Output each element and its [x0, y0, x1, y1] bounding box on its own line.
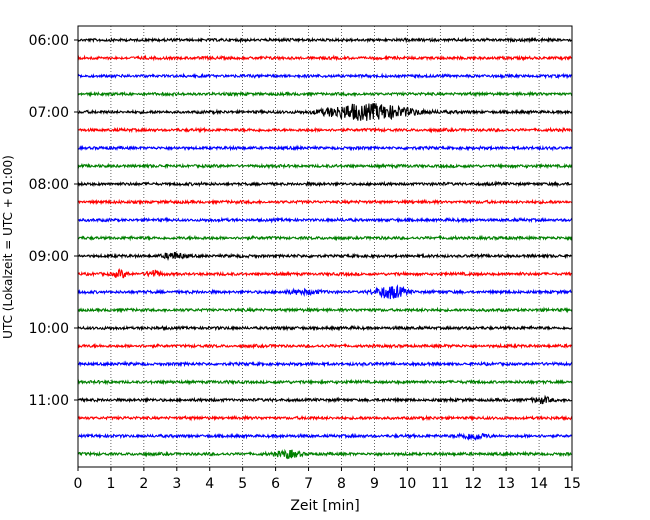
seismogram-trace [77, 180, 573, 188]
x-tick-label: 2 [139, 476, 148, 492]
x-tick-label: 13 [497, 476, 515, 492]
y-tick-label: 08:00 [29, 177, 69, 193]
x-tick-label: 4 [205, 476, 214, 492]
seismogram-trace [77, 198, 573, 206]
x-axis-label: Zeit [min] [290, 498, 359, 514]
y-tick-label: 09:00 [29, 249, 69, 265]
x-tick-label: 10 [398, 476, 416, 492]
seismogram-trace [77, 306, 573, 314]
x-tick-label: 3 [172, 476, 181, 492]
seismogram-trace [77, 394, 573, 405]
seismogram-trace [77, 216, 573, 224]
seismogram-trace [77, 54, 573, 62]
y-tick-label: 06:00 [29, 33, 69, 49]
seismogram-trace [77, 103, 573, 121]
seismogram-trace [77, 448, 573, 460]
seismogram-trace [77, 251, 573, 261]
x-tick-label: 7 [304, 476, 313, 492]
seismogram-trace [77, 267, 573, 279]
seismogram-trace [77, 144, 573, 152]
traces [77, 36, 573, 460]
seismogram-trace [77, 284, 573, 300]
seismogram-trace [77, 414, 573, 422]
seismogram-trace [77, 162, 573, 170]
x-tick-label: 9 [370, 476, 379, 492]
seismogram-trace [77, 126, 573, 134]
y-tick-label: 10:00 [29, 321, 69, 337]
x-tick-label: 11 [431, 476, 449, 492]
x-tick-label: 1 [106, 476, 115, 492]
x-tick-label: 14 [530, 476, 548, 492]
seismogram-trace [77, 234, 573, 242]
x-tick-label: 6 [271, 476, 280, 492]
seismogram-trace [77, 324, 573, 332]
x-tick-label: 8 [337, 476, 346, 492]
seismogram-trace [77, 36, 573, 44]
y-tick-label: 11:00 [29, 393, 69, 409]
seismogram-trace [77, 378, 573, 386]
seismogram-trace [77, 72, 573, 80]
x-tick-label: 0 [74, 476, 83, 492]
x-ticks: 0 1 2 3 4 5 6 7 8 9 10 11 12 13 14 15 [74, 467, 581, 492]
plot-frame [77, 25, 573, 468]
x-tick-label: 12 [464, 476, 482, 492]
y-ticks: 06:00 07:00 08:00 09:00 10:00 11:00 [29, 33, 78, 409]
seismogram-trace [77, 342, 573, 350]
x-tick-label: 5 [238, 476, 247, 492]
y-tick-label: 07:00 [29, 105, 69, 121]
seismogram-trace [77, 90, 573, 98]
seismogram-trace [77, 432, 573, 441]
seismogram-trace [77, 360, 573, 368]
y-axis-label: UTC (Lokalzeit = UTC + 01:00) [1, 155, 15, 339]
x-tick-label: 15 [563, 476, 581, 492]
